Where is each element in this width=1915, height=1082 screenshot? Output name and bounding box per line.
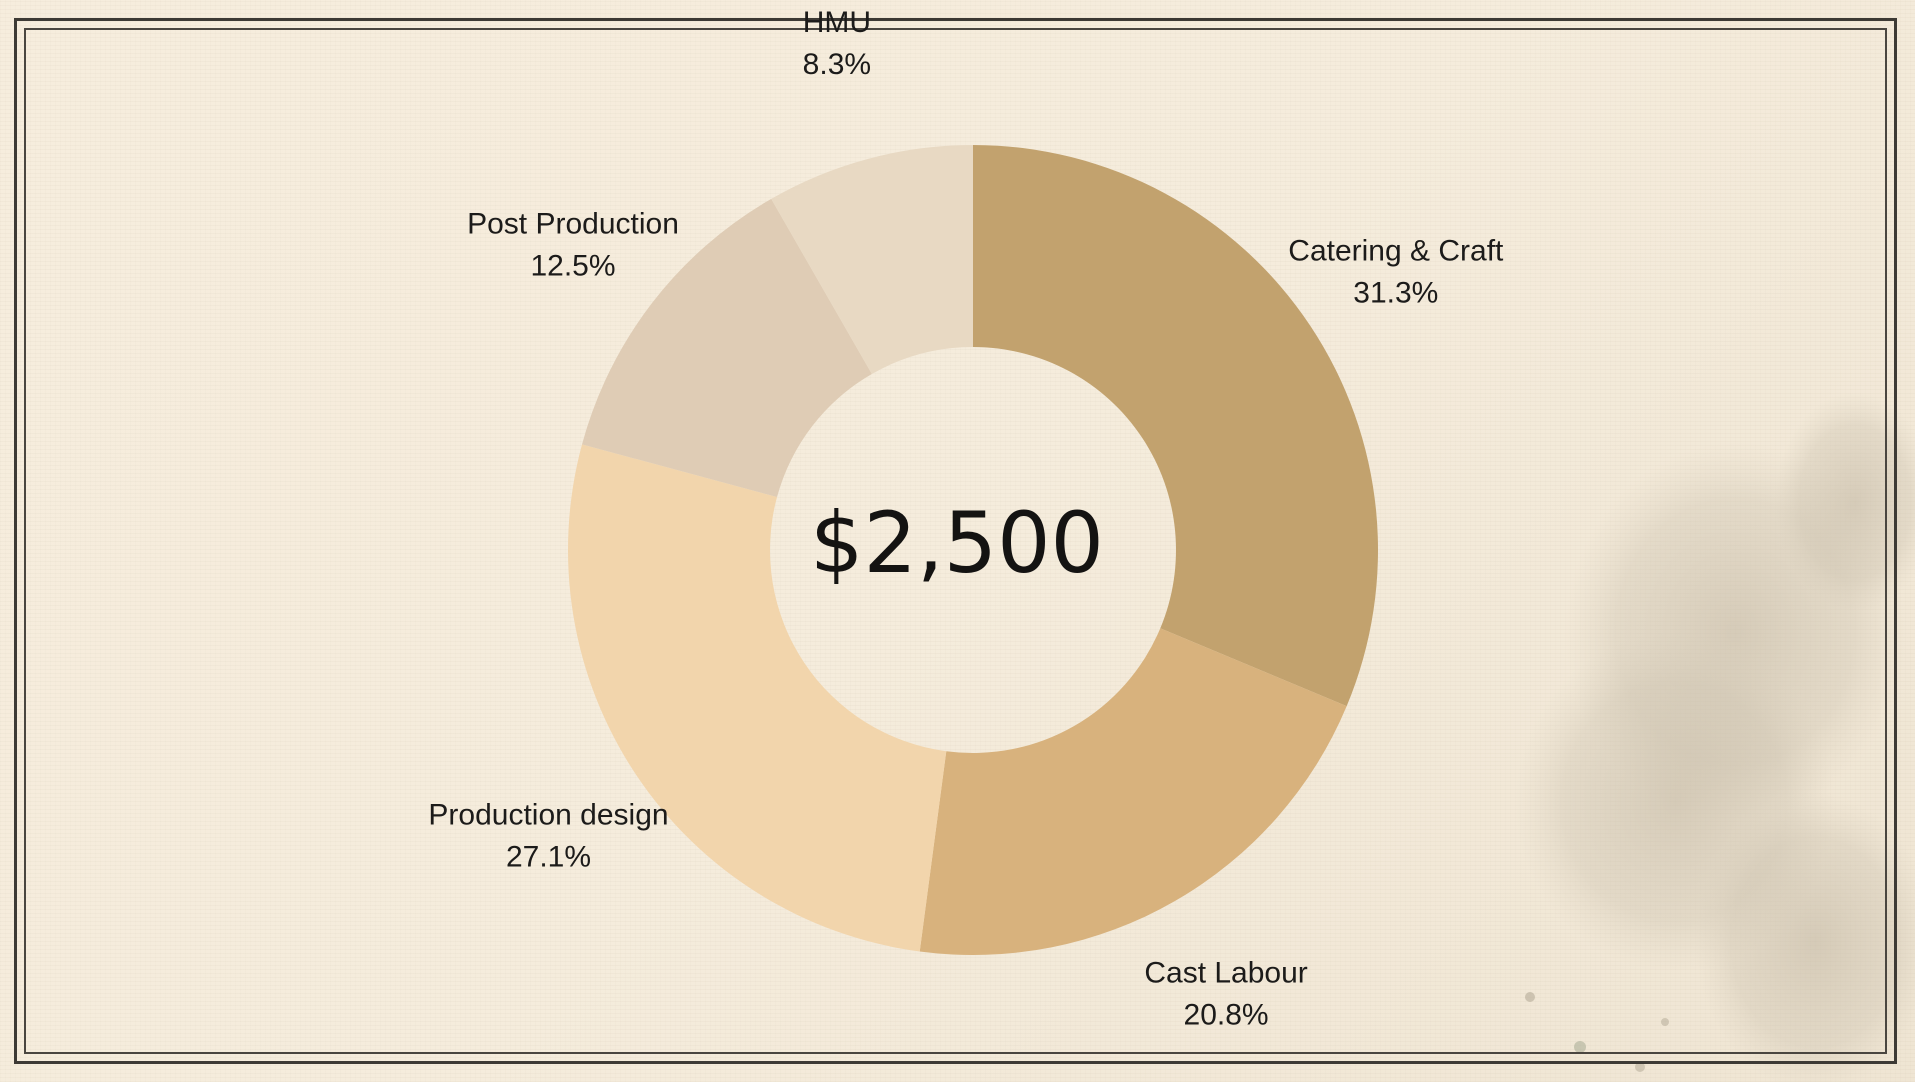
slice-percent-hmu: 8.3% <box>803 48 871 81</box>
center-total-label: $2,500 <box>810 494 1104 592</box>
slice-label-hmu: HMU <box>803 6 871 39</box>
outer-frame-border <box>14 18 1897 1064</box>
slice-labels: Catering & Craft 31.3% Cast Labour 20.8% Pro… <box>428 6 1504 1032</box>
slice-catering-craft <box>973 145 1379 707</box>
slice-production-design <box>567 444 947 952</box>
slice-label-production-design: Production design <box>428 799 668 832</box>
slice-percent-post-production: 12.5% <box>530 250 615 283</box>
donut-slices <box>567 145 1379 956</box>
slice-hmu <box>771 145 973 374</box>
slice-label-cast-labour: Cast Labour <box>1144 956 1307 989</box>
slice-percent-cast-labour: 20.8% <box>1184 998 1269 1031</box>
slice-percent-catering-craft: 31.3% <box>1353 276 1438 309</box>
inner-frame-border <box>24 28 1887 1054</box>
slice-post-production <box>582 198 872 498</box>
slice-cast-labour <box>919 628 1347 956</box>
slice-label-catering-craft: Catering & Craft <box>1288 234 1504 267</box>
slice-label-post-production: Post Production <box>467 208 679 241</box>
slice-percent-production-design: 27.1% <box>506 841 591 874</box>
